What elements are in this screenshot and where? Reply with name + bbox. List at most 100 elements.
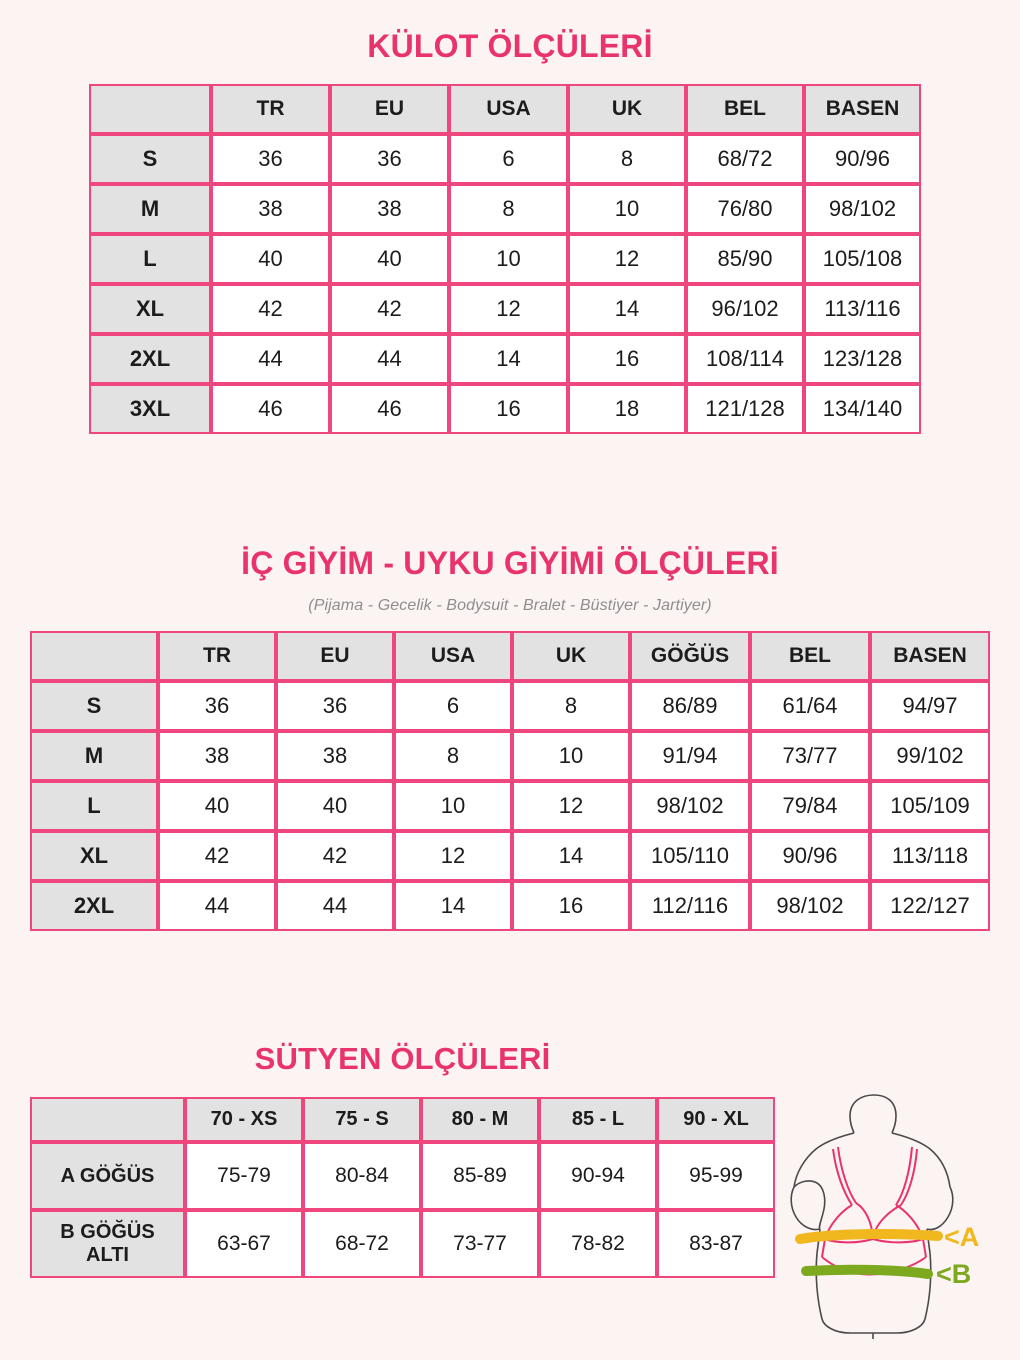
bra-size-table: 70 - XS 75 - S 80 - M 85 - L 90 - XL A G… — [30, 1097, 775, 1278]
row-header-size: S — [89, 134, 211, 184]
underwear-size-table: TR EU USA UK GÖĞÜS BEL BASEN S 36 36 6 8… — [30, 631, 990, 931]
column-header-uk: UK — [568, 84, 686, 134]
table-row: S 36 36 6 8 86/89 61/64 94/97 — [30, 681, 990, 731]
table-cell: 90-94 — [539, 1142, 657, 1210]
table-cell: 99/102 — [870, 731, 990, 781]
table-cell: 68/72 — [686, 134, 804, 184]
table-cell: 61/64 — [750, 681, 870, 731]
row-header-line1: B GÖĞÜS — [60, 1221, 155, 1243]
table-cell: 85/90 — [686, 234, 804, 284]
table-row: XL 42 42 12 14 96/102 113/116 — [89, 284, 921, 334]
table-cell: 12 — [568, 234, 686, 284]
table-row: A GÖĞÜS 75-79 80-84 85-89 90-94 95-99 — [30, 1142, 775, 1210]
table-cell: 85-89 — [421, 1142, 539, 1210]
table-cell: 98/102 — [750, 881, 870, 931]
table-cell: 112/116 — [630, 881, 750, 931]
column-header-70-xs: 70 - XS — [185, 1097, 303, 1142]
table-cell: 6 — [449, 134, 568, 184]
table-cell: 10 — [394, 781, 512, 831]
table-row: L 40 40 10 12 85/90 105/108 — [89, 234, 921, 284]
table-cell: 14 — [449, 334, 568, 384]
underwear-table-container: TR EU USA UK GÖĞÜS BEL BASEN S 36 36 6 8… — [30, 631, 990, 931]
table-cell: 8 — [512, 681, 630, 731]
table-cell: 12 — [512, 781, 630, 831]
column-header-bel: BEL — [750, 631, 870, 681]
measure-band-b — [801, 1264, 933, 1279]
table-cell: 63-67 — [185, 1210, 303, 1278]
table-cell: 36 — [330, 134, 449, 184]
table-cell: 14 — [512, 831, 630, 881]
column-header-gogus: GÖĞÜS — [630, 631, 750, 681]
table-row: M 38 38 8 10 76/80 98/102 — [89, 184, 921, 234]
table-cell: 46 — [211, 384, 330, 434]
column-header-bel: BEL — [686, 84, 804, 134]
table-cell: 122/127 — [870, 881, 990, 931]
table-corner-cell — [30, 1097, 185, 1142]
table-row: 3XL 46 46 16 18 121/128 134/140 — [89, 384, 921, 434]
table-cell: 76/80 — [686, 184, 804, 234]
table-cell: 6 — [394, 681, 512, 731]
table-cell: 44 — [211, 334, 330, 384]
bra-measurement-diagram: <A <B — [786, 1083, 1020, 1345]
table-cell: 42 — [276, 831, 394, 881]
table-row: M 38 38 8 10 91/94 73/77 99/102 — [30, 731, 990, 781]
bra-table-container: 70 - XS 75 - S 80 - M 85 - L 90 - XL A G… — [30, 1097, 775, 1278]
torso-outline — [790, 1094, 954, 1339]
panties-size-table: TR EU USA UK BEL BASEN S 36 36 6 8 68/72… — [89, 84, 921, 434]
table-cell: 96/102 — [686, 284, 804, 334]
table-cell: 14 — [394, 881, 512, 931]
row-header-size: 3XL — [89, 384, 211, 434]
measure-band-a — [795, 1229, 943, 1244]
column-header-basen: BASEN — [804, 84, 921, 134]
panties-table-container: TR EU USA UK BEL BASEN S 36 36 6 8 68/72… — [89, 84, 921, 434]
table-cell: 8 — [449, 184, 568, 234]
table-cell: 123/128 — [804, 334, 921, 384]
table-cell: 10 — [512, 731, 630, 781]
table-cell: 79/84 — [750, 781, 870, 831]
column-header-tr: TR — [211, 84, 330, 134]
table-cell: 40 — [211, 234, 330, 284]
table-cell: 42 — [158, 831, 276, 881]
column-header-basen: BASEN — [870, 631, 990, 681]
table-row: L 40 40 10 12 98/102 79/84 105/109 — [30, 781, 990, 831]
row-header-underbust-b: B GÖĞÜS ALTI — [30, 1210, 185, 1278]
table-header-row: 70 - XS 75 - S 80 - M 85 - L 90 - XL — [30, 1097, 775, 1142]
row-header-line2: ALTI — [86, 1244, 129, 1266]
page-title-bra: SÜTYEN ÖLÇÜLERİ — [254, 1041, 551, 1076]
column-header-tr: TR — [158, 631, 276, 681]
row-header-size: 2XL — [30, 881, 158, 931]
column-header-80-m: 80 - M — [421, 1097, 539, 1142]
table-cell: 95-99 — [657, 1142, 775, 1210]
row-header-size: L — [89, 234, 211, 284]
table-cell: 68-72 — [303, 1210, 421, 1278]
table-cell: 42 — [330, 284, 449, 334]
table-cell: 38 — [330, 184, 449, 234]
table-cell: 8 — [568, 134, 686, 184]
table-cell: 36 — [276, 681, 394, 731]
table-row: XL 42 42 12 14 105/110 90/96 113/118 — [30, 831, 990, 881]
subtitle-underwear: (Pijama - Gecelik - Bodysuit - Bralet - … — [308, 597, 712, 614]
table-header-row: TR EU USA UK GÖĞÜS BEL BASEN — [30, 631, 990, 681]
table-corner-cell — [89, 84, 211, 134]
column-header-usa: USA — [449, 84, 568, 134]
table-cell: 10 — [449, 234, 568, 284]
measure-label-a: <A — [944, 1222, 979, 1252]
column-header-usa: USA — [394, 631, 512, 681]
table-cell: 86/89 — [630, 681, 750, 731]
table-cell: 98/102 — [630, 781, 750, 831]
table-cell: 105/110 — [630, 831, 750, 881]
row-header-size: S — [30, 681, 158, 731]
table-cell: 73/77 — [750, 731, 870, 781]
table-cell: 121/128 — [686, 384, 804, 434]
table-cell: 16 — [512, 881, 630, 931]
row-header-size: XL — [30, 831, 158, 881]
table-cell: 91/94 — [630, 731, 750, 781]
table-cell: 83-87 — [657, 1210, 775, 1278]
table-cell: 113/116 — [804, 284, 921, 334]
column-header-eu: EU — [330, 84, 449, 134]
table-cell: 113/118 — [870, 831, 990, 881]
table-cell: 46 — [330, 384, 449, 434]
column-header-85-l: 85 - L — [539, 1097, 657, 1142]
table-cell: 36 — [158, 681, 276, 731]
